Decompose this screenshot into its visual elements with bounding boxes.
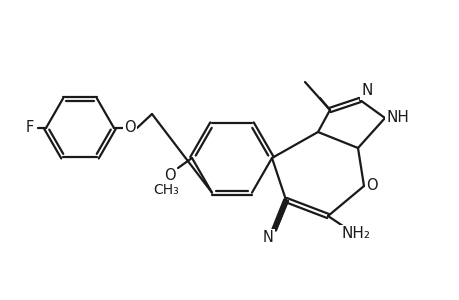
- Text: F: F: [26, 121, 34, 136]
- Text: O: O: [164, 169, 175, 184]
- Text: CH₃: CH₃: [153, 183, 179, 197]
- Text: N: N: [262, 230, 273, 245]
- Text: NH₂: NH₂: [341, 226, 369, 242]
- Text: NH: NH: [386, 110, 409, 125]
- Text: O: O: [365, 178, 377, 194]
- Text: O: O: [124, 121, 135, 136]
- Text: N: N: [361, 83, 373, 98]
